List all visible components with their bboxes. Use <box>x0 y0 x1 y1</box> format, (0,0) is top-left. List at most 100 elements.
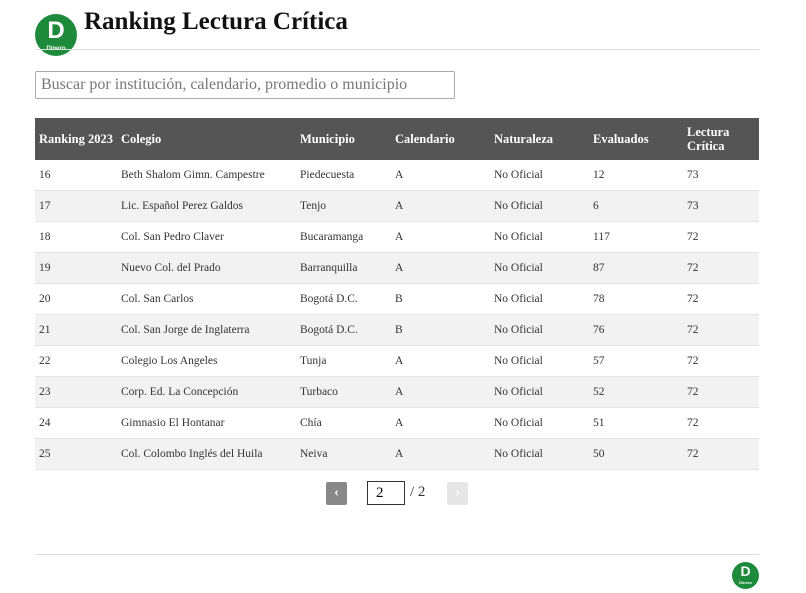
table-cell: No Oficial <box>490 283 589 315</box>
table-cell: Col. Colombo Inglés del Huila <box>117 438 296 470</box>
table-cell: 21 <box>35 314 117 346</box>
table-cell: Col. San Pedro Claver <box>117 221 296 253</box>
table-cell: 72 <box>683 407 759 439</box>
prev-page-button[interactable]: ‹ <box>326 482 347 505</box>
table-cell: 52 <box>589 376 683 408</box>
table-cell: 22 <box>35 345 117 377</box>
table-cell: 23 <box>35 376 117 408</box>
table-cell: 57 <box>589 345 683 377</box>
table-cell: 72 <box>683 314 759 346</box>
table-cell: A <box>391 376 490 408</box>
table-cell: Corp. Ed. La Concepción <box>117 376 296 408</box>
logo-letter: D <box>47 17 65 44</box>
table-cell: No Oficial <box>490 190 589 222</box>
table-cell: 117 <box>589 221 683 253</box>
logo-letter: D <box>740 563 751 579</box>
table-cell: A <box>391 438 490 470</box>
table-cell: No Oficial <box>490 221 589 253</box>
table-cell: 72 <box>683 345 759 377</box>
divider <box>35 554 759 555</box>
table-cell: Tunja <box>296 345 391 377</box>
table-cell: A <box>391 190 490 222</box>
table-cell: No Oficial <box>490 314 589 346</box>
table-row: 23 Corp. Ed. La Concepción Turbaco A No Ofic… <box>35 376 759 408</box>
table-cell: A <box>391 407 490 439</box>
table-row: 17 Lic. Español Perez Galdos Tenjo A No Ofic… <box>35 190 759 222</box>
table-cell: 50 <box>589 438 683 470</box>
table-cell: No Oficial <box>490 345 589 377</box>
table-cell: 20 <box>35 283 117 315</box>
ranking-table: Ranking 2023 Colegio Municipio Calendario Na… <box>35 118 759 470</box>
table-cell: 72 <box>683 252 759 284</box>
table-cell: A <box>391 221 490 253</box>
header-row: Ranking 2023 Colegio Municipio Calendario Na… <box>35 118 759 160</box>
column-header: Naturaleza <box>490 118 589 160</box>
page-total: / 2 <box>410 484 426 500</box>
table-row: 25 Col. Colombo Inglés del Huila Neiva A No … <box>35 438 759 470</box>
table-cell: A <box>391 345 490 377</box>
column-header: Calendario <box>391 118 490 160</box>
table-cell: 17 <box>35 190 117 222</box>
table-cell: 16 <box>35 160 117 191</box>
table-cell: Bogotá D.C. <box>296 283 391 315</box>
table-row: 24 Gimnasio El Hontanar Chía A No Oficial 51 7… <box>35 407 759 439</box>
table-body: 16 Beth Shalom Gimn. Campestre Piedecuesta… <box>35 160 759 470</box>
table-cell: No Oficial <box>490 252 589 284</box>
table-cell: 72 <box>683 283 759 315</box>
column-header: Evaluados <box>589 118 683 160</box>
table-cell: 18 <box>35 221 117 253</box>
table-cell: 87 <box>589 252 683 284</box>
table-cell: Bogotá D.C. <box>296 314 391 346</box>
column-header: Municipio <box>296 118 391 160</box>
next-page-button[interactable]: › <box>447 482 468 505</box>
page-title: Ranking Lectura Crítica <box>84 8 348 35</box>
table-cell: A <box>391 252 490 284</box>
column-header: Colegio <box>117 118 296 160</box>
table-cell: Col. San Carlos <box>117 283 296 315</box>
table-cell: 72 <box>683 376 759 408</box>
table-row: 19 Nuevo Col. del Prado Barranquilla A No Of… <box>35 252 759 284</box>
table-row: 16 Beth Shalom Gimn. Campestre Piedecuesta… <box>35 160 759 191</box>
column-header: Ranking 2023 <box>35 118 117 160</box>
column-header: Lectura Crítica <box>683 118 759 160</box>
table-cell: 73 <box>683 160 759 191</box>
table-cell: Colegio Los Angeles <box>117 345 296 377</box>
table-cell: 72 <box>683 221 759 253</box>
table-cell: 12 <box>589 160 683 191</box>
table-cell: Beth Shalom Gimn. Campestre <box>117 160 296 191</box>
table-cell: 76 <box>589 314 683 346</box>
table-cell: Col. San Jorge de Inglaterra <box>117 314 296 346</box>
table-cell: Gimnasio El Hontanar <box>117 407 296 439</box>
table-row: 18 Col. San Pedro Claver Bucaramanga A No Of… <box>35 221 759 253</box>
table-cell: 19 <box>35 252 117 284</box>
table-cell: 73 <box>683 190 759 222</box>
table-cell: Bucaramanga <box>296 221 391 253</box>
table-row: 20 Col. San Carlos Bogotá D.C. B No Oficial 7… <box>35 283 759 315</box>
table-cell: 51 <box>589 407 683 439</box>
table-row: 22 Colegio Los Angeles Tunja A No Oficial 57 7… <box>35 345 759 377</box>
table-cell: Nuevo Col. del Prado <box>117 252 296 284</box>
table-cell: No Oficial <box>490 438 589 470</box>
table-cell: Chía <box>296 407 391 439</box>
table-row: 21 Col. San Jorge de Inglaterra Bogotá D.C… <box>35 314 759 346</box>
table-cell: Neiva <box>296 438 391 470</box>
divider <box>35 49 759 50</box>
table-cell: No Oficial <box>490 160 589 191</box>
table-cell: B <box>391 314 490 346</box>
table-cell: 24 <box>35 407 117 439</box>
table-cell: B <box>391 283 490 315</box>
table-cell: Barranquilla <box>296 252 391 284</box>
table-cell: Lic. Español Perez Galdos <box>117 190 296 222</box>
table-cell: Turbaco <box>296 376 391 408</box>
table-cell: 6 <box>589 190 683 222</box>
table-cell: 72 <box>683 438 759 470</box>
table-cell: Piedecuesta <box>296 160 391 191</box>
search-input[interactable] <box>35 71 455 99</box>
page-input[interactable] <box>367 481 405 505</box>
table-cell: 78 <box>589 283 683 315</box>
logo-brand: Dinero <box>739 580 752 585</box>
table-cell: A <box>391 160 490 191</box>
table-cell: 25 <box>35 438 117 470</box>
